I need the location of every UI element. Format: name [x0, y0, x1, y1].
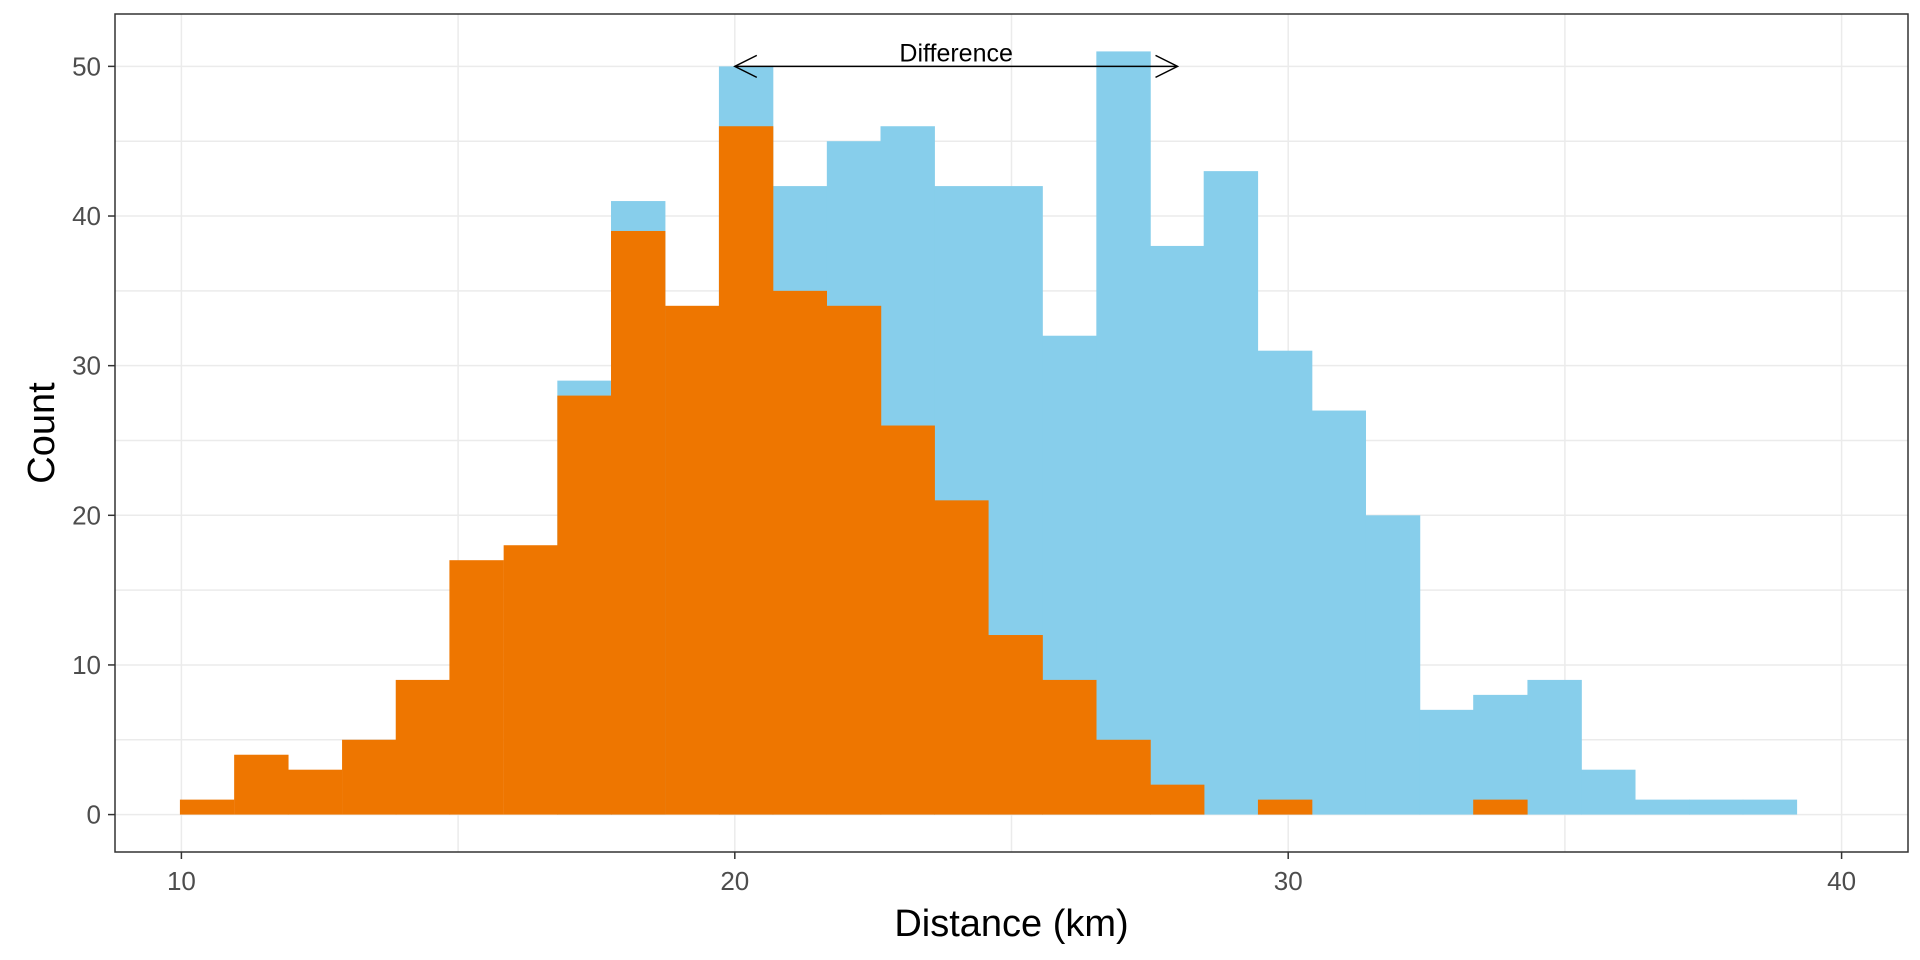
y-tick-label: 40: [72, 201, 101, 231]
histogram-bar-series-2: [342, 739, 397, 815]
y-tick-label: 0: [87, 800, 101, 830]
histogram-bar-series-2: [988, 635, 1043, 815]
histogram-bar-series-1: [1635, 799, 1690, 815]
histogram-bar-series-1: [1473, 694, 1528, 815]
histogram-bar-series-1: [1581, 769, 1636, 815]
histogram-bar-series-1: [1257, 350, 1313, 815]
y-tick-label: 10: [72, 650, 101, 680]
x-tick-label: 10: [167, 866, 196, 896]
x-tick-label: 40: [1827, 866, 1856, 896]
y-axis-title: Count: [21, 382, 63, 484]
axis-ticks: 10 20 30 40 0 10 20 30 40 50: [72, 51, 1856, 896]
histogram-bar-series-2: [880, 425, 935, 815]
histogram-bar-series-1: [1689, 799, 1744, 815]
x-axis-title: Distance (km): [894, 903, 1128, 945]
histogram-bar-series-1: [1365, 515, 1421, 815]
x-tick-label: 30: [1274, 866, 1303, 896]
y-tick-label: 20: [72, 500, 101, 530]
panel-border: [114, 13, 1909, 853]
histogram-bar-series-2: [287, 769, 343, 815]
histogram-bar-series-2: [1096, 739, 1151, 815]
histogram-bar-series-2: [718, 126, 774, 815]
histogram-bar-series-2: [1473, 799, 1528, 815]
histogram-bar-series-2: [611, 230, 666, 815]
histogram-bar-series-2: [1257, 799, 1313, 815]
histogram-bar-series-2: [1150, 784, 1205, 815]
histogram-bar-series-1: [1150, 245, 1205, 815]
histogram-bars: [179, 51, 1798, 815]
histogram-bar-series-1: [1419, 709, 1474, 815]
histogram-bar-series-2: [234, 754, 289, 815]
histogram-bar-series-2: [395, 679, 451, 815]
y-tick-label: 30: [72, 351, 101, 381]
difference-annotation: Difference: [733, 39, 1180, 79]
histogram-bar-series-1: [1096, 51, 1151, 815]
histogram-bar-series-2: [826, 305, 882, 815]
histogram-bar-series-2: [449, 560, 504, 815]
histogram-bar-series-2: [557, 395, 612, 815]
arrow-head-left-icon: [733, 54, 758, 79]
annotation-label: Difference: [899, 39, 1013, 67]
histogram-bar-series-2: [179, 799, 235, 815]
x-tick-label: 20: [720, 866, 749, 896]
histogram-bar-series-2: [772, 290, 828, 815]
histogram-bar-series-2: [665, 305, 720, 815]
histogram-bar-series-1: [1527, 679, 1582, 815]
histogram-bar-series-1: [1203, 171, 1259, 815]
arrow-head-right-icon: [1155, 54, 1180, 79]
histogram-bar-series-2: [934, 500, 989, 815]
y-tick-label: 50: [72, 51, 101, 81]
histogram-bar-series-2: [1042, 679, 1097, 815]
histogram-bar-series-1: [1311, 410, 1367, 815]
histogram-bar-series-1: [1742, 799, 1798, 815]
histogram-bar-series-2: [503, 545, 559, 815]
